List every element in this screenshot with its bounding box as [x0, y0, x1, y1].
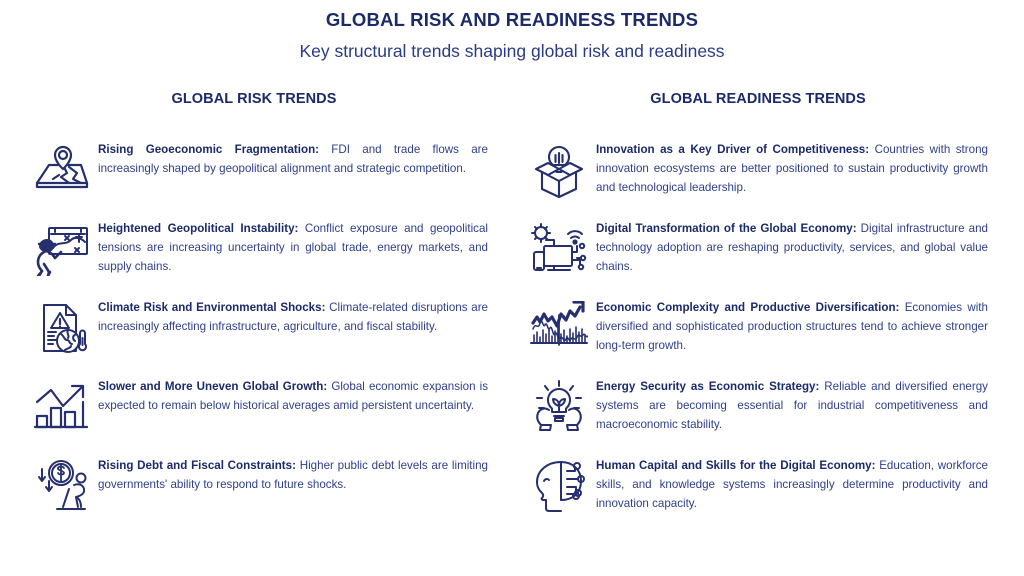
energy-lightbulb-hands-icon — [522, 378, 596, 440]
list-item-text: Rising Debt and Fiscal Constraints: High… — [98, 457, 488, 495]
list-item-text: Climate Risk and Environmental Shocks: C… — [98, 299, 488, 337]
list-item-body: Climate-related disruptions are increasi… — [98, 301, 488, 334]
list-item-lead: Slower and More Uneven Global Growth: — [98, 380, 328, 394]
list-item-text: Energy Security as Economic Strategy: Re… — [596, 378, 988, 434]
list-item-text: Economic Complexity and Productive Diver… — [596, 299, 988, 355]
list-item: Innovation as a Key Driver of Competitiv… — [522, 141, 1000, 203]
list-item-lead: Innovation as a Key Driver of Competitiv… — [596, 143, 870, 157]
list-item-lead: Economic Complexity and Productive Diver… — [596, 301, 900, 315]
list-item-lead: Human Capital and Skills for the Digital… — [596, 459, 876, 473]
column-heading-risk: GLOBAL RISK TRENDS — [171, 91, 337, 108]
digital-devices-network-icon — [522, 220, 596, 282]
list-item-text: Innovation as a Key Driver of Competitiv… — [596, 141, 988, 197]
page-subtitle: Key structural trends shaping global ris… — [299, 40, 725, 61]
human-capital-ai-head-icon — [522, 457, 596, 519]
list-item-lead: Climate Risk and Environmental Shocks: — [98, 301, 326, 315]
list-item: Heightened Geopolitical Instability: Con… — [24, 220, 502, 282]
list-item-lead: Heightened Geopolitical Instability: — [98, 222, 299, 236]
list-item: Human Capital and Skills for the Digital… — [522, 457, 1000, 519]
list-item: Economic Complexity and Productive Diver… — [522, 299, 1000, 361]
list-item-lead: Energy Security as Economic Strategy: — [596, 380, 820, 394]
list-item-lead: Rising Debt and Fiscal Constraints: — [98, 459, 296, 473]
list-item-text: Heightened Geopolitical Instability: Con… — [98, 220, 488, 276]
columns-container: GLOBAL RISK TRENDS Rising Geoeconomic Fr… — [0, 91, 1024, 536]
list-item-body: Economies with diversified and sophistic… — [596, 301, 988, 353]
debt-burden-person-icon — [24, 457, 98, 519]
list-item-body: Higher public debt levels are limiting g… — [98, 459, 488, 492]
list-item: Rising Geoeconomic Fragmentation: FDI an… — [24, 141, 502, 203]
column-global-risk-trends: GLOBAL RISK TRENDS Rising Geoeconomic Fr… — [14, 91, 512, 536]
column-global-readiness-trends: GLOBAL READINESS TRENDS Innovation as a … — [512, 91, 1010, 536]
list-item-body: Conflict exposure and geopolitical tensi… — [98, 222, 488, 274]
list-item-lead: Digital Transformation of the Global Eco… — [596, 222, 857, 236]
list-item-body: Digital infrastructure and technology ad… — [596, 222, 988, 274]
list-item-text: Slower and More Uneven Global Growth: Gl… — [98, 378, 488, 416]
climate-warning-report-icon — [24, 299, 98, 361]
list-item-text: Rising Geoeconomic Fragmentation: FDI an… — [98, 141, 488, 179]
list-item-body: Reliable and diversified energy systems … — [596, 380, 988, 432]
column-heading-readiness: GLOBAL READINESS TRENDS — [650, 91, 866, 108]
page-title: GLOBAL RISK AND READINESS TRENDS — [325, 9, 699, 30]
list-item: Digital Transformation of the Global Eco… — [522, 220, 1000, 282]
list-item: Slower and More Uneven Global Growth: Gl… — [24, 378, 502, 440]
growth-bar-chart-arrow-icon — [24, 378, 98, 440]
list-item: Rising Debt and Fiscal Constraints: High… — [24, 457, 502, 519]
stock-complexity-chart-icon — [522, 299, 596, 361]
list-item-body: FDI and trade flows are increasingly sha… — [98, 143, 488, 176]
list-item: Energy Security as Economic Strategy: Re… — [522, 378, 1000, 440]
lightbulb-in-box-icon — [522, 141, 596, 203]
list-item-lead: Rising Geoeconomic Fragmentation: — [98, 143, 320, 157]
list-item: Climate Risk and Environmental Shocks: C… — [24, 299, 502, 361]
list-item-text: Human Capital and Skills for the Digital… — [596, 457, 988, 513]
slide-header: GLOBAL RISK AND READINESS TRENDS Key str… — [0, 0, 1024, 63]
military-strategy-board-icon — [24, 220, 98, 282]
list-item-body: Global economic expansion is expected to… — [98, 380, 488, 413]
list-item-body: Countries with strong innovation ecosyst… — [596, 143, 988, 195]
list-item-body: Education, workforce skills, and knowled… — [596, 459, 988, 511]
map-location-pin-icon — [24, 141, 98, 203]
list-item-text: Digital Transformation of the Global Eco… — [596, 220, 988, 276]
